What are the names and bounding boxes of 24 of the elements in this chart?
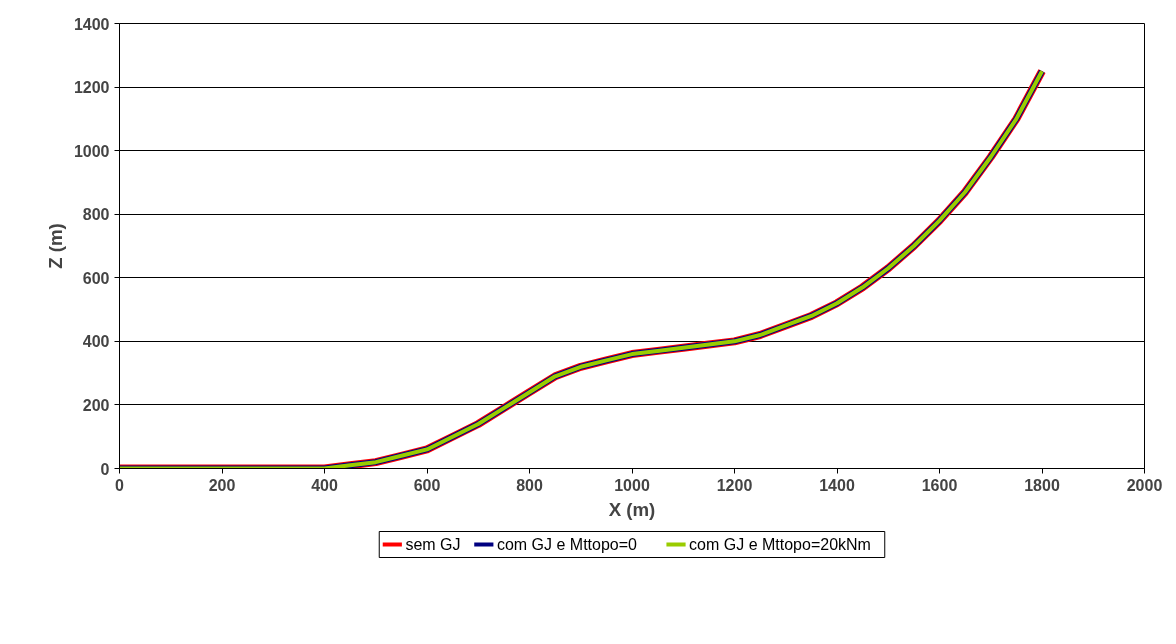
legend-label: com GJ e Mttopo=20kNm [689, 536, 871, 553]
x-tick-label: 1600 [921, 476, 958, 494]
y-tick-label: 400 [82, 333, 110, 351]
y-tick-label: 1400 [73, 15, 110, 33]
y-tick-label: 1200 [73, 79, 110, 97]
x-tick-label: 1800 [1024, 476, 1060, 494]
x-tick-label: 200 [208, 476, 236, 494]
legend-label: sem GJ [405, 536, 461, 553]
x-tick-label: 0 [115, 476, 125, 494]
x-tick-label: 800 [516, 476, 543, 494]
y-tick-label: 200 [82, 396, 110, 414]
x-tick-label: 2000 [1126, 476, 1163, 494]
y-tick-label: 600 [82, 269, 110, 287]
legend-label: com GJ e Mttopo=0 [496, 536, 638, 553]
y-axis-title: Z (m) [44, 223, 66, 269]
x-tick-label: 600 [413, 476, 441, 494]
y-tick-label: 0 [100, 460, 110, 478]
x-tick-label: 400 [311, 476, 338, 494]
y-tick-label: 1000 [73, 142, 110, 160]
x-tick-label: 1000 [614, 476, 650, 494]
y-tick-label: 800 [82, 206, 110, 224]
x-tick-label: 1400 [819, 476, 855, 494]
x-axis-title: X (m) [608, 498, 656, 520]
x-tick-label: 1200 [716, 476, 753, 494]
